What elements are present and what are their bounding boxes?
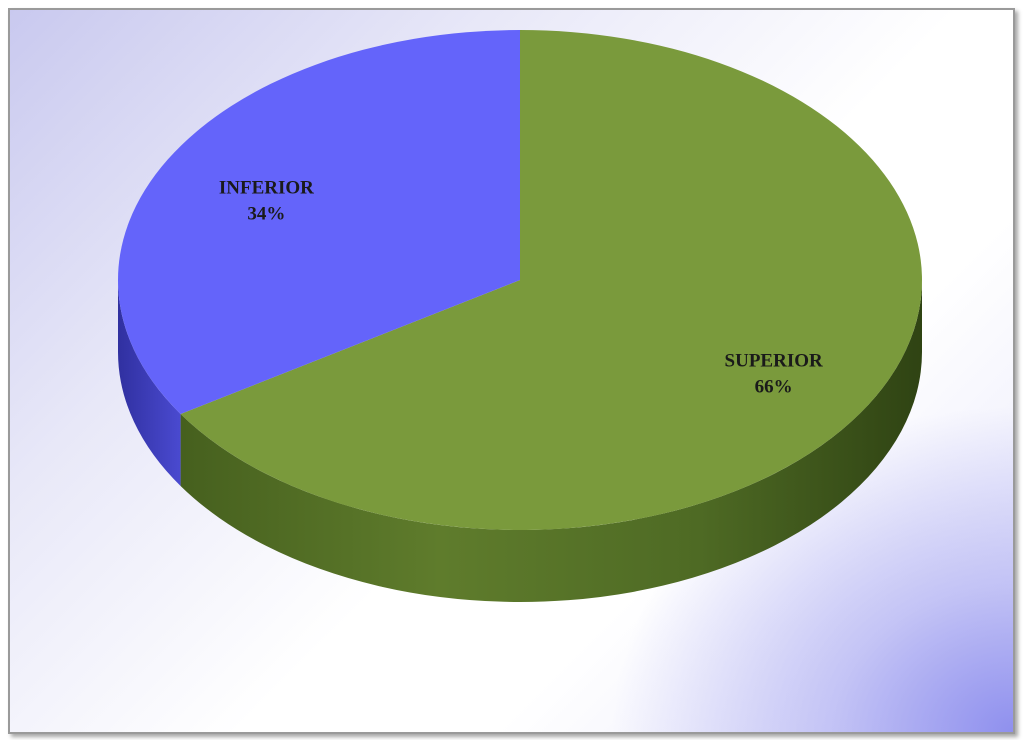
pie-sides [118, 280, 922, 602]
pie-side-inferior [118, 280, 181, 486]
pie-side-superior [180, 280, 922, 602]
slice-value-label-inferior: 34% [247, 203, 285, 224]
pie-chart: SUPERIOR 66% INFERIOR 34% [118, 30, 922, 602]
slice-label-superior: SUPERIOR [725, 351, 823, 372]
pie-slice-superior [180, 30, 922, 531]
slice-value-label-superior: 66% [755, 377, 793, 398]
slice-label-inferior: INFERIOR [219, 177, 314, 198]
pie-labels: SUPERIOR 66% INFERIOR 34% [219, 177, 823, 397]
chart-frame: SUPERIOR 66% INFERIOR 34% [8, 8, 1015, 734]
pie-tops [118, 30, 922, 531]
pie-slice-inferior [118, 30, 521, 414]
